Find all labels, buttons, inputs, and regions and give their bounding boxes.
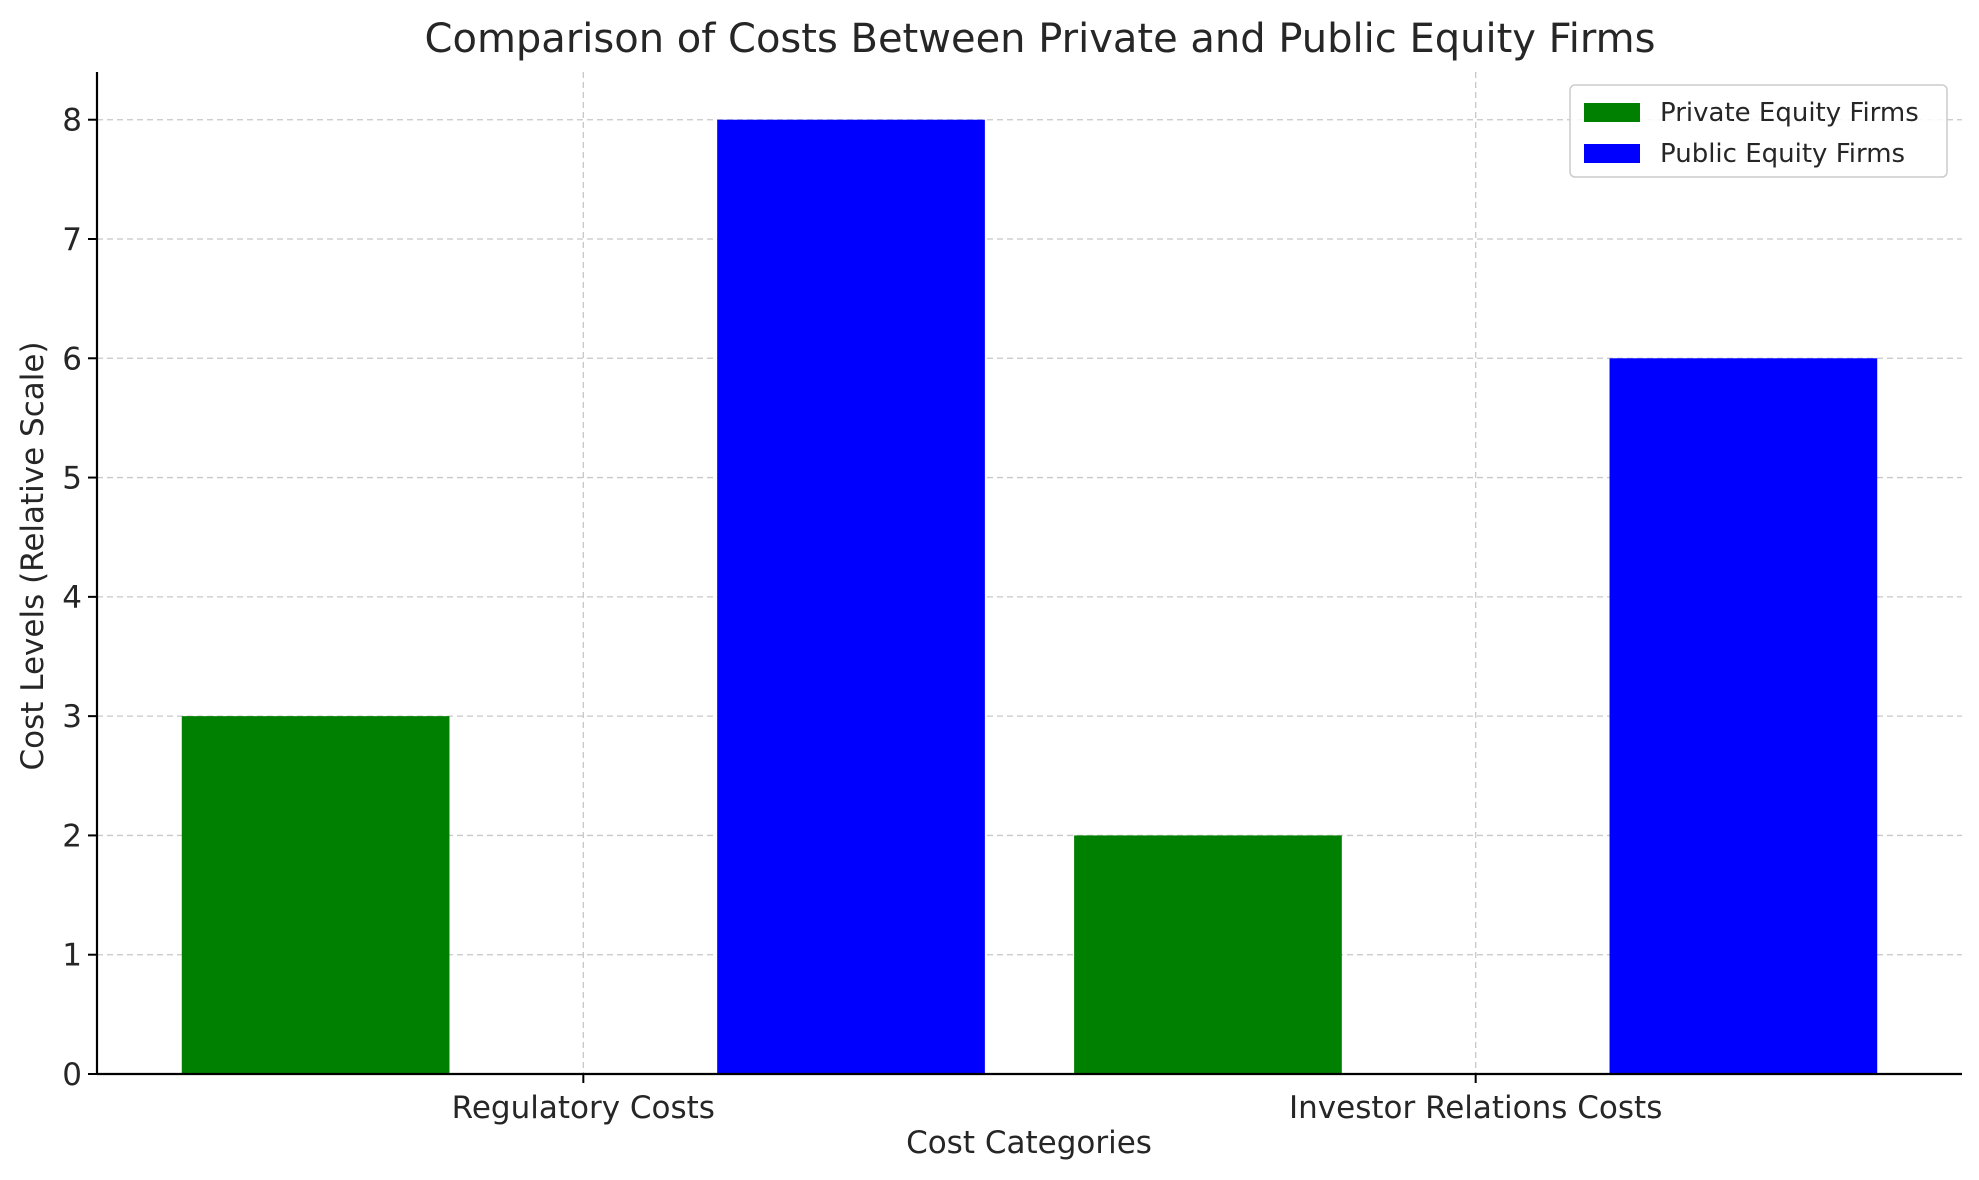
x-tick-label: Regulatory Costs: [452, 1090, 715, 1126]
legend-label: Private Equity Firms: [1660, 98, 1919, 128]
y-axis-label: Cost Levels (Relative Scale): [15, 341, 51, 770]
axes: 0 1 2 3 4 5 6 7 8 Regulatory Costs Investor Relati…: [62, 72, 1962, 1126]
y-tick-label: 1: [62, 938, 82, 974]
x-tick-label: Investor Relations Costs: [1289, 1090, 1662, 1126]
legend-label: Public Equity Firms: [1660, 139, 1905, 169]
bar-private-1: [1074, 835, 1342, 1074]
y-tick-label: 5: [62, 461, 82, 497]
legend-swatch: [1584, 144, 1640, 163]
bar-private-0: [181, 716, 450, 1074]
bar-public-1: [1609, 358, 1878, 1074]
y-tick-label: 2: [62, 818, 82, 854]
y-tick-label: 0: [62, 1057, 82, 1093]
chart-title: Comparison of Costs Between Private and …: [425, 16, 1656, 62]
legend: Private Equity Firms Public Equity Firms: [1569, 84, 1948, 178]
y-tick-label: 7: [62, 222, 82, 258]
x-axis-label: Cost Categories: [906, 1125, 1152, 1161]
legend-box: [1569, 84, 1948, 178]
y-tick-label: 8: [62, 103, 82, 139]
legend-swatch: [1584, 103, 1640, 122]
y-tick-label: 3: [62, 699, 82, 735]
y-tick-label: 6: [62, 341, 82, 377]
bars: [181, 119, 1878, 1074]
y-tick-label: 4: [62, 580, 82, 616]
bar-public-0: [717, 119, 985, 1074]
